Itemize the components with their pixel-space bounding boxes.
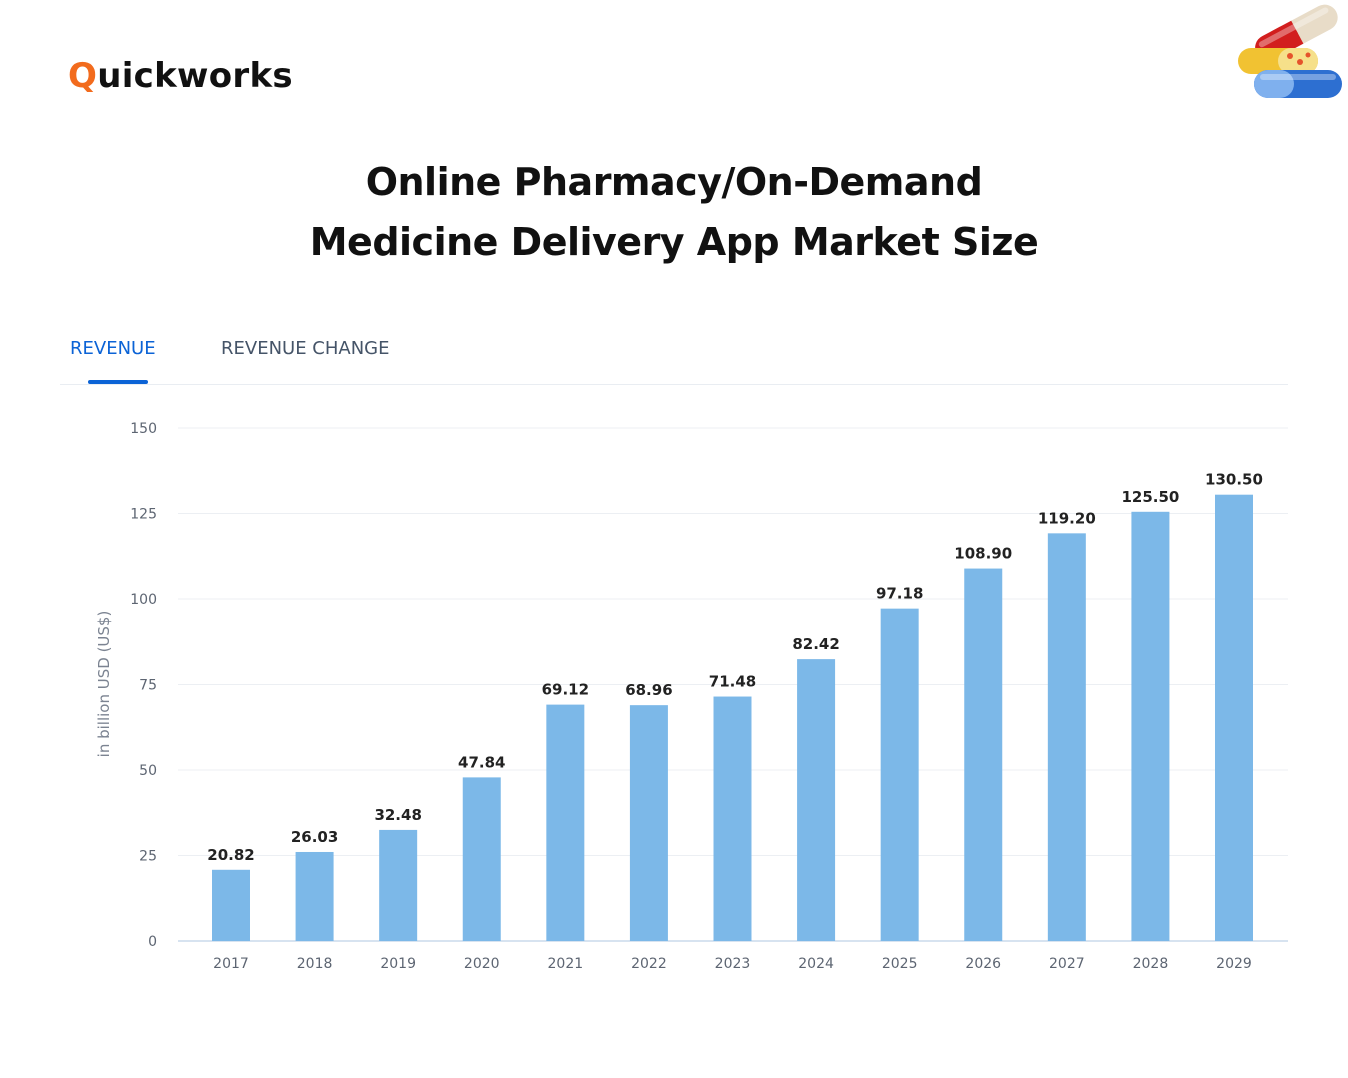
x-axis-ticks: 2017 2018 2019 2020 2021 2022 2023 2024 2025 2026… xyxy=(213,956,1252,972)
bar-2022[interactable] xyxy=(629,705,668,941)
active-tab-indicator xyxy=(88,380,148,384)
data-label-2020: 47.84 xyxy=(458,753,505,771)
x-tick-label: 2025 xyxy=(882,956,918,972)
x-tick-label: 2021 xyxy=(548,956,584,972)
bars xyxy=(212,494,1253,941)
y-tick-label: 50 xyxy=(139,763,157,779)
page-title: Online Pharmacy/On-Demand Medicine Deliv… xyxy=(0,152,1348,272)
x-tick-label: 2018 xyxy=(297,956,333,972)
title-line-1: Online Pharmacy/On-Demand xyxy=(365,160,983,204)
bar-2024[interactable] xyxy=(797,659,836,941)
tab-revenue[interactable]: REVENUE xyxy=(70,338,156,359)
x-tick-label: 2028 xyxy=(1133,956,1169,972)
y-tick-label: 25 xyxy=(139,849,157,865)
bar-2028[interactable] xyxy=(1131,511,1170,941)
chart-tabs: REVENUE REVENUE CHANGE xyxy=(60,330,1288,385)
x-tick-label: 2020 xyxy=(464,956,500,972)
x-tick-label: 2019 xyxy=(380,956,416,972)
bar-2029[interactable] xyxy=(1215,494,1253,941)
data-label-2019: 32.48 xyxy=(374,806,421,824)
x-tick-label: 2026 xyxy=(965,956,1001,972)
x-tick-label: 2023 xyxy=(715,956,751,972)
pills-icon xyxy=(1238,4,1342,98)
x-tick-label: 2017 xyxy=(213,956,249,972)
bar-2023[interactable] xyxy=(713,696,752,941)
x-tick-label: 2022 xyxy=(631,956,667,972)
y-axis-label: in billion USD (US$) xyxy=(95,611,113,758)
bar-2019[interactable] xyxy=(379,829,418,941)
bar-2025[interactable] xyxy=(880,608,919,941)
data-label-2023: 71.48 xyxy=(709,673,756,691)
bar-2018[interactable] xyxy=(295,851,334,941)
data-label-2022: 68.96 xyxy=(625,681,672,699)
data-label-2021: 69.12 xyxy=(542,681,589,699)
bar-2021[interactable] xyxy=(546,704,585,941)
data-label-2029: 130.50 xyxy=(1205,471,1263,489)
tab-revenue-change[interactable]: REVENUE CHANGE xyxy=(221,338,390,359)
data-label-2028: 125.50 xyxy=(1121,488,1179,506)
x-tick-label: 2024 xyxy=(798,956,834,972)
quickworks-logo: Quickworks xyxy=(68,56,293,96)
data-label-2018: 26.03 xyxy=(291,828,338,846)
x-tick-label: 2029 xyxy=(1216,956,1252,972)
x-tick-label: 2027 xyxy=(1049,956,1085,972)
title-line-2: Medicine Delivery App Market Size xyxy=(309,220,1039,264)
y-tick-label: 150 xyxy=(130,421,157,437)
revenue-bar-chart: 20.82 26.03 32.48 47.84 69.12 68.96 71.48 82.42… xyxy=(95,421,1288,972)
data-label-2025: 97.18 xyxy=(876,585,923,603)
data-label-2026: 108.90 xyxy=(954,545,1012,563)
y-tick-label: 0 xyxy=(148,934,157,950)
bar-2026[interactable] xyxy=(964,568,1003,941)
y-tick-label: 100 xyxy=(130,592,157,608)
y-tick-label: 75 xyxy=(139,678,157,694)
data-label-2024: 82.42 xyxy=(792,635,839,653)
bar-2027[interactable] xyxy=(1047,533,1086,941)
bar-2020[interactable] xyxy=(462,777,501,941)
data-labels: 20.82 26.03 32.48 47.84 69.12 68.96 71.48 82.42… xyxy=(207,471,1263,864)
y-tick-label: 125 xyxy=(130,507,157,523)
bar-2017[interactable] xyxy=(212,869,250,941)
data-label-2017: 20.82 xyxy=(207,846,254,864)
data-label-2027: 119.20 xyxy=(1038,509,1096,527)
y-axis-ticks: 0 25 50 75 100 125 150 xyxy=(130,421,157,950)
